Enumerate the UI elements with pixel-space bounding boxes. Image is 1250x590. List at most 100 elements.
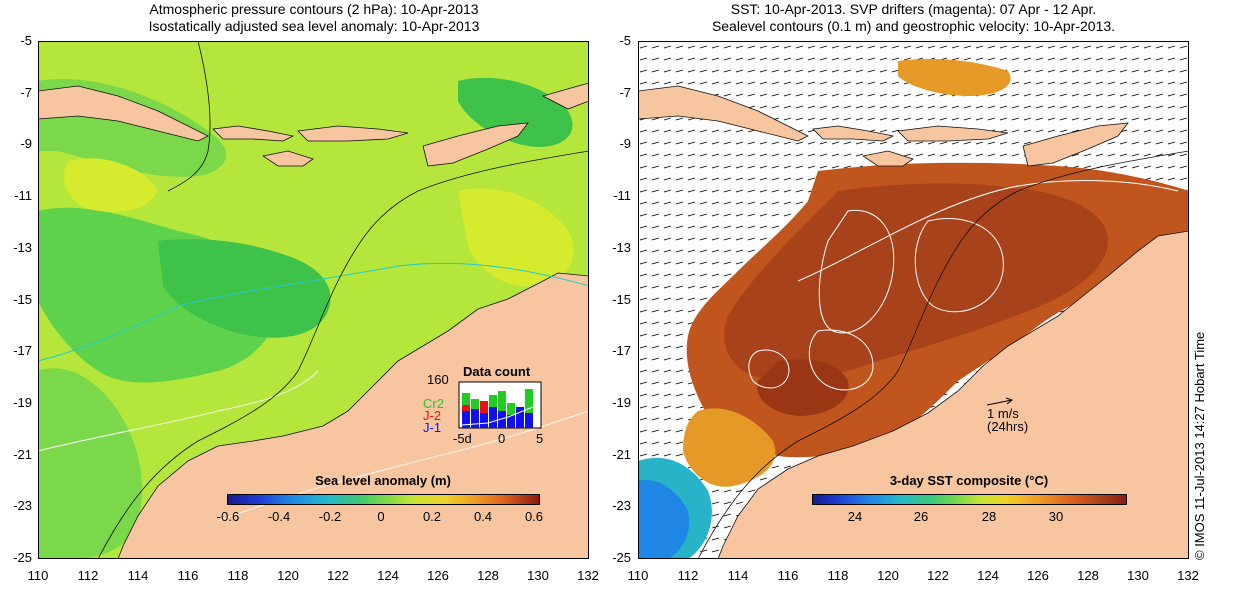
left-y-tick: -17 — [13, 343, 32, 358]
right-x-tick: 112 — [677, 568, 699, 583]
right-y-tick: -11 — [613, 188, 631, 203]
inset-x-label-zero: 0 — [498, 431, 506, 446]
inset-legend-j2: J-2 — [423, 408, 442, 423]
scale-arrow-speed-label: 1 m/s — [987, 406, 1019, 421]
inset-bar — [498, 391, 506, 428]
left-shelf-contour-2 — [97, 150, 589, 559]
left-x-tick: 110 — [27, 568, 49, 583]
left-shelf-contour-1 — [167, 41, 211, 192]
left-timor-island — [422, 122, 529, 167]
right-colorbar-tick: 26 — [913, 509, 929, 524]
inset-title: Data count — [463, 364, 531, 379]
right-x-tick: 126 — [1027, 568, 1049, 583]
right-y-tick: -9 — [619, 136, 631, 151]
right-lombok-sumbawa — [812, 125, 895, 142]
left-colorbar-tick: 0.6 — [524, 509, 544, 524]
right-shelf-contour — [697, 150, 1189, 559]
right-y-tick: -13 — [612, 240, 631, 255]
right-sumba-island — [861, 150, 914, 167]
inset-bar — [462, 411, 470, 428]
right-map-frame — [638, 41, 1189, 559]
right-colorbar-tick: 28 — [981, 509, 997, 524]
left-x-tick: 122 — [327, 568, 349, 583]
left-title-line2: Isostatically adjusted sea level anomaly… — [148, 18, 480, 34]
left-java-bali-islands — [38, 85, 209, 142]
left-y-tick: -19 — [13, 395, 32, 410]
left-x-tick: 120 — [277, 568, 299, 583]
right-y-tick: -17 — [612, 343, 631, 358]
inset-bar — [507, 415, 515, 428]
inset-bar — [471, 409, 479, 428]
left-map-frame — [38, 41, 589, 559]
right-sealevel-contour — [808, 329, 874, 391]
right-sst-north-patch — [898, 59, 1011, 96]
right-sealevel-contour — [797, 180, 1179, 282]
left-colorbar-tick: -0.6 — [216, 509, 240, 524]
right-y-tick: -5 — [619, 33, 631, 48]
left-y-tick: -21 — [13, 447, 32, 462]
left-cyan-contour — [38, 262, 589, 362]
left-y-tick: -9 — [20, 136, 32, 151]
left-colorbar-tick: -0.2 — [318, 509, 342, 524]
left-colorbar — [227, 494, 540, 505]
right-y-tick: -21 — [612, 447, 631, 462]
right-colorbar-tick: 24 — [847, 509, 863, 524]
right-x-tick: 122 — [927, 568, 949, 583]
right-sst-orange-region — [683, 408, 776, 487]
inset-legend-j1: J-1 — [423, 420, 442, 435]
left-x-tick: 118 — [227, 568, 249, 583]
left-x-tick: 126 — [427, 568, 449, 583]
inset-bar — [498, 411, 506, 428]
left-x-tick: 112 — [77, 568, 99, 583]
left-x-tick: 128 — [477, 568, 499, 583]
left-yellow-anomaly — [458, 188, 574, 287]
inset-bar — [489, 407, 497, 428]
left-y-tick: -11 — [14, 188, 32, 203]
inset-x-label-start: -5d — [453, 431, 472, 446]
left-x-tick: 124 — [377, 568, 399, 583]
left-colorbar-tick: 0.4 — [473, 509, 493, 524]
right-timor-island — [1022, 122, 1129, 167]
right-x-tick: 120 — [877, 568, 899, 583]
right-sealevel-contour — [818, 209, 895, 334]
right-x-tick: 132 — [1177, 568, 1199, 583]
scale-arrow — [986, 397, 1014, 406]
left-australia-landmass — [117, 272, 589, 559]
left-sw-anomaly — [38, 368, 142, 559]
left-x-tick: 116 — [177, 568, 199, 583]
left-colorbar-tick: 0.2 — [422, 509, 442, 524]
left-colorbar-title: Sea level anomaly (m) — [315, 473, 451, 488]
inset-histogram — [458, 381, 542, 429]
left-low-anomaly-core — [158, 239, 331, 338]
right-sst-cold-region — [638, 480, 690, 559]
right-y-tick: -19 — [612, 395, 631, 410]
right-x-tick: 130 — [1127, 568, 1149, 583]
inset-curve — [461, 404, 539, 426]
left-y-tick: -15 — [13, 292, 32, 307]
right-sealevel-contour — [748, 349, 790, 389]
right-title-line2: Sealevel contours (0.1 m) and geostrophi… — [711, 18, 1116, 34]
right-y-tick: -7 — [619, 85, 631, 100]
inset-bar — [480, 413, 488, 428]
left-y-tick: -25 — [13, 550, 32, 565]
left-yellow-anomaly-2 — [64, 158, 158, 212]
right-x-tick: 114 — [727, 568, 749, 583]
right-y-tick: -23 — [612, 498, 631, 513]
right-y-tick: -25 — [612, 550, 631, 565]
left-y-tick: -23 — [13, 498, 32, 513]
left-flores-island — [297, 125, 409, 142]
right-x-tick: 118 — [827, 568, 849, 583]
left-map — [38, 41, 589, 559]
right-colorbar — [812, 494, 1127, 505]
left-pressure-contour-1 — [38, 370, 319, 452]
right-map — [638, 41, 1189, 559]
left-colorbar-tick: 0 — [377, 509, 385, 524]
left-lombok-sumbawa — [212, 125, 295, 142]
credit-text: © IMOS 11-Jul-2013 14:27 Hobart Time — [1192, 331, 1207, 560]
left-title-line1: Atmospheric pressure contours (2 hPa): 1… — [149, 1, 479, 17]
inset-x-label-end: 5 — [536, 431, 544, 446]
inset-bar — [525, 413, 533, 428]
right-title: SST: 10-Apr-2013. SVP drifters (magenta)… — [638, 1, 1189, 35]
right-x-tick: 124 — [977, 568, 999, 583]
left-title: Atmospheric pressure contours (2 hPa): 1… — [40, 1, 588, 35]
